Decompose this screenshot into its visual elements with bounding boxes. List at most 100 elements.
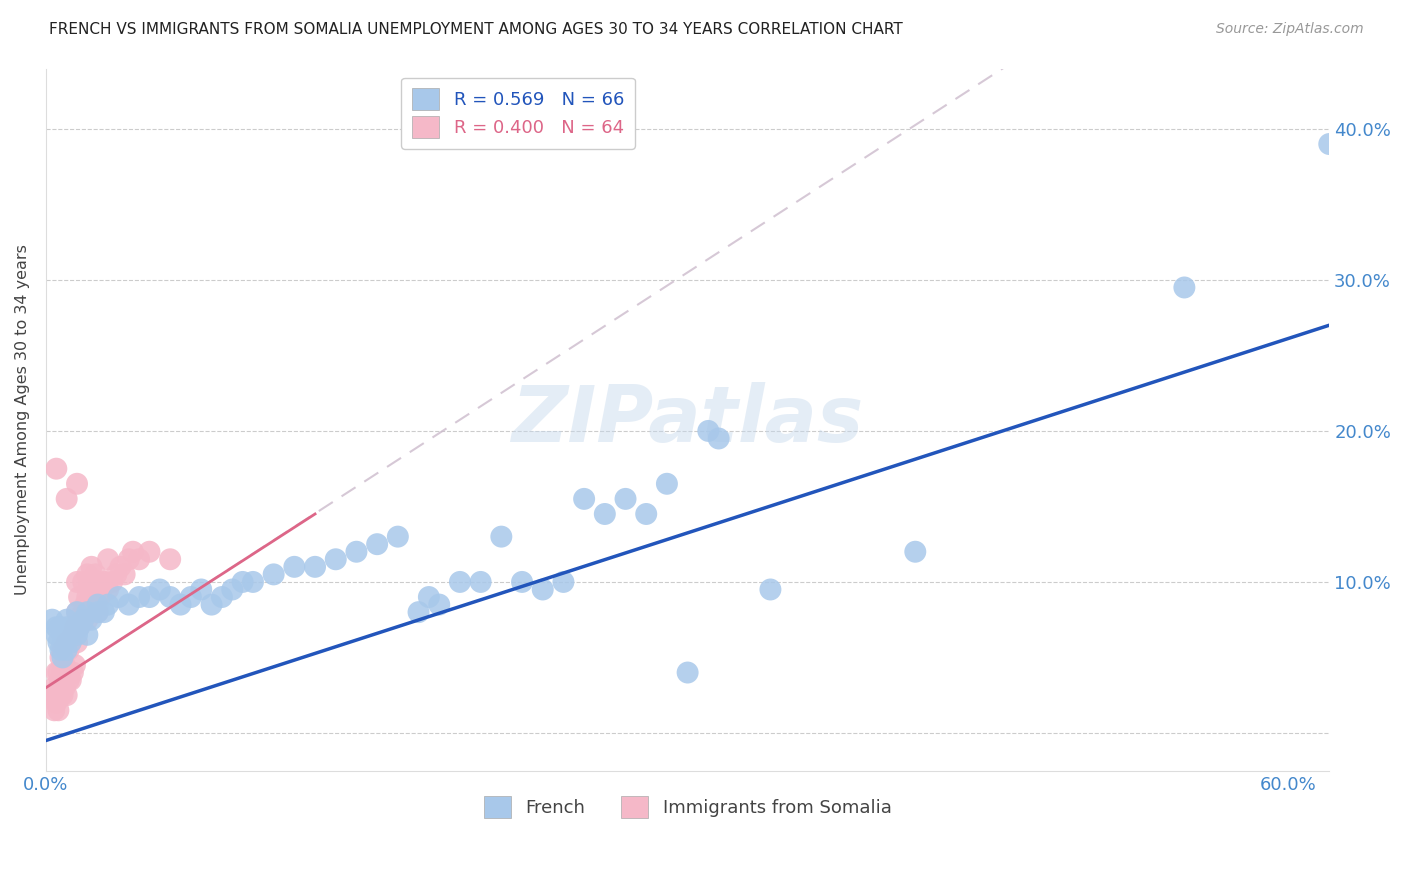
- Point: [76, 613, 98, 627]
- Point: [418, 590, 440, 604]
- Point: [49, 650, 72, 665]
- Point: [263, 567, 285, 582]
- Point: [138, 545, 160, 559]
- Point: [366, 537, 388, 551]
- Point: [697, 424, 720, 438]
- Point: [59, 628, 82, 642]
- Point: [553, 574, 575, 589]
- Point: [149, 582, 172, 597]
- Point: [531, 582, 554, 597]
- Point: [51, 650, 73, 665]
- Point: [48, 665, 70, 680]
- Point: [66, 574, 89, 589]
- Point: [904, 545, 927, 559]
- Point: [449, 574, 471, 589]
- Point: [283, 559, 305, 574]
- Point: [408, 605, 430, 619]
- Point: [67, 620, 90, 634]
- Point: [55, 635, 77, 649]
- Point: [48, 681, 70, 695]
- Point: [45, 461, 67, 475]
- Point: [707, 432, 730, 446]
- Point: [49, 673, 72, 687]
- Point: [70, 613, 93, 627]
- Point: [101, 574, 124, 589]
- Point: [76, 590, 98, 604]
- Point: [107, 590, 129, 604]
- Point: [59, 635, 82, 649]
- Text: FRENCH VS IMMIGRANTS FROM SOMALIA UNEMPLOYMENT AMONG AGES 30 TO 34 YEARS CORRELA: FRENCH VS IMMIGRANTS FROM SOMALIA UNEMPL…: [49, 22, 903, 37]
- Point: [180, 590, 202, 604]
- Point: [48, 703, 70, 717]
- Point: [49, 620, 72, 634]
- Point: [55, 665, 77, 680]
- Legend: French, Immigrants from Somalia: French, Immigrants from Somalia: [477, 789, 898, 825]
- Point: [76, 605, 98, 619]
- Y-axis label: Unemployment Among Ages 30 to 34 years: Unemployment Among Ages 30 to 34 years: [15, 244, 30, 595]
- Point: [105, 567, 128, 582]
- Point: [593, 507, 616, 521]
- Point: [49, 643, 72, 657]
- Point: [75, 598, 97, 612]
- Point: [41, 688, 63, 702]
- Point: [45, 696, 67, 710]
- Point: [63, 620, 86, 634]
- Point: [66, 605, 89, 619]
- Point: [87, 605, 110, 619]
- Point: [242, 574, 264, 589]
- Point: [45, 628, 67, 642]
- Point: [510, 574, 533, 589]
- Point: [346, 545, 368, 559]
- Point: [572, 491, 595, 506]
- Point: [44, 681, 66, 695]
- Point: [470, 574, 492, 589]
- Point: [169, 598, 191, 612]
- Point: [84, 567, 107, 582]
- Point: [159, 590, 181, 604]
- Point: [55, 643, 77, 657]
- Point: [53, 635, 76, 649]
- Point: [55, 620, 77, 634]
- Point: [55, 613, 77, 627]
- Point: [51, 688, 73, 702]
- Point: [51, 628, 73, 642]
- Point: [93, 605, 115, 619]
- Point: [72, 574, 94, 589]
- Point: [45, 620, 67, 634]
- Text: Source: ZipAtlas.com: Source: ZipAtlas.com: [1216, 22, 1364, 37]
- Point: [58, 643, 80, 657]
- Point: [41, 613, 63, 627]
- Point: [87, 598, 110, 612]
- Point: [51, 665, 73, 680]
- Point: [53, 681, 76, 695]
- Point: [45, 665, 67, 680]
- Point: [759, 582, 782, 597]
- Point: [66, 605, 89, 619]
- Point: [55, 491, 77, 506]
- Point: [62, 665, 84, 680]
- Point: [66, 476, 89, 491]
- Text: ZIPatlas: ZIPatlas: [512, 382, 863, 458]
- Point: [387, 530, 409, 544]
- Point: [67, 590, 90, 604]
- Point: [72, 605, 94, 619]
- Point: [190, 582, 212, 597]
- Point: [1173, 280, 1195, 294]
- Point: [93, 574, 115, 589]
- Point: [128, 552, 150, 566]
- Point: [87, 605, 110, 619]
- Point: [66, 635, 89, 649]
- Point: [128, 590, 150, 604]
- Point: [62, 628, 84, 642]
- Point: [76, 628, 98, 642]
- Point: [97, 598, 120, 612]
- Point: [159, 552, 181, 566]
- Point: [51, 643, 73, 657]
- Point: [58, 673, 80, 687]
- Point: [55, 688, 77, 702]
- Point: [63, 658, 86, 673]
- Point: [118, 552, 141, 566]
- Point: [110, 559, 132, 574]
- Point: [83, 582, 105, 597]
- Point: [49, 688, 72, 702]
